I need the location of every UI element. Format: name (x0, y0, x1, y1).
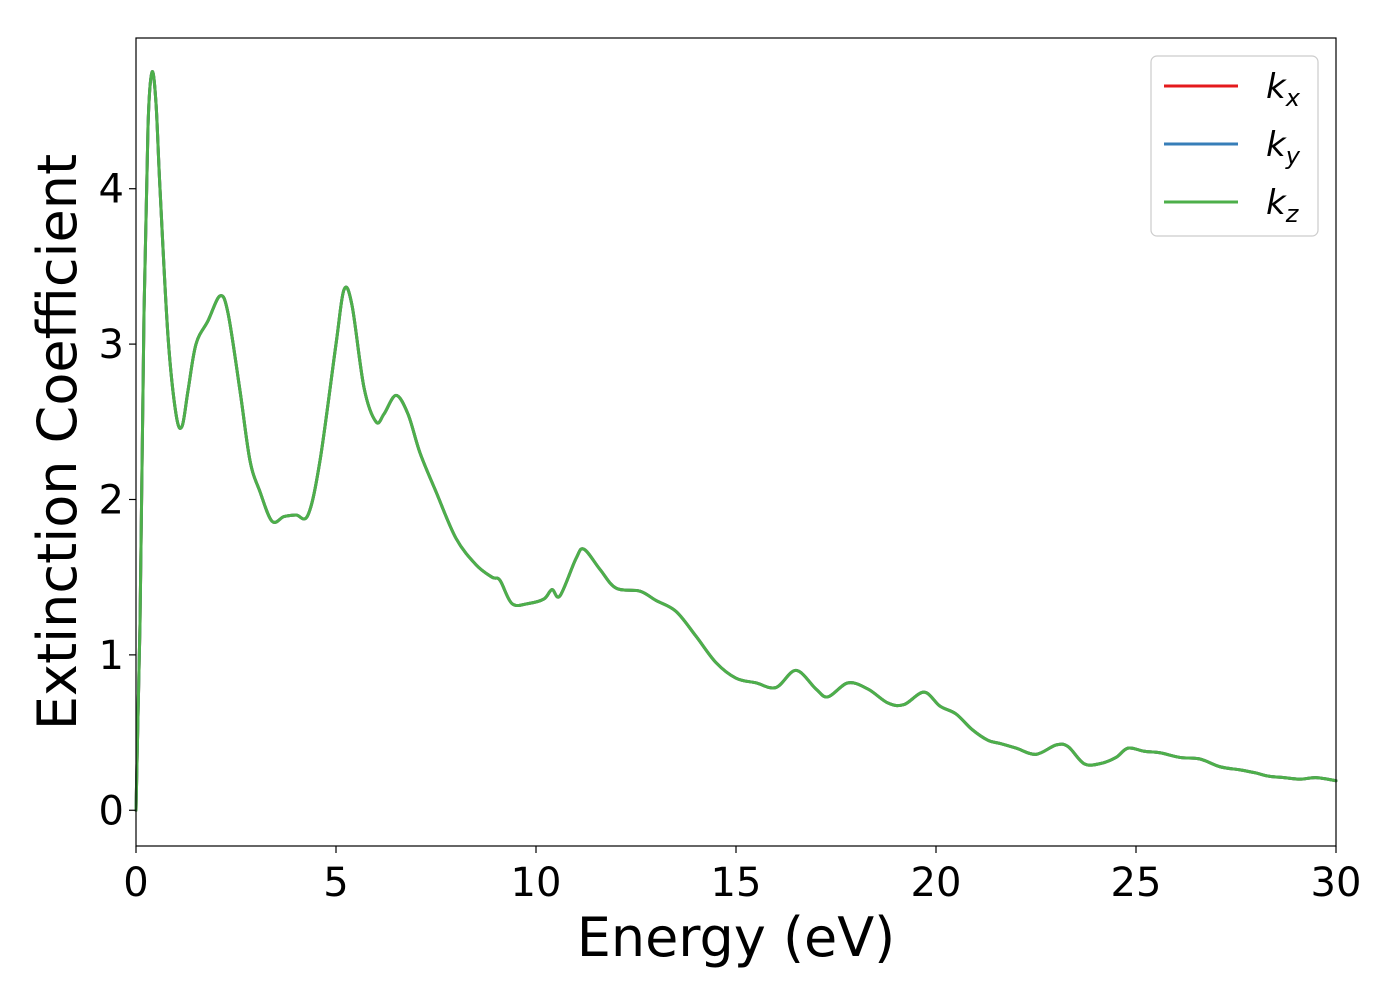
series-line-k-z (134, 70, 1338, 812)
x-axis: 0 5 10 15 20 25 30 (123, 846, 1361, 906)
legend-label-subscript: z (1285, 200, 1300, 228)
y-axis: 0 1 2 3 4 (99, 167, 136, 834)
y-tick-label: 2 (99, 477, 124, 523)
legend-label-subscript: x (1285, 84, 1301, 112)
x-tick-label: 30 (1311, 860, 1362, 906)
x-tick-label: 5 (323, 860, 348, 906)
legend-label: kx (1266, 67, 1301, 112)
x-tick-label: 15 (711, 860, 762, 906)
legend-label-base: k (1266, 125, 1287, 165)
x-axis-title: Energy (eV) (577, 906, 896, 969)
x-tick-label: 0 (123, 860, 148, 906)
y-tick-label: 4 (99, 167, 124, 213)
legend-label-base: k (1266, 183, 1287, 223)
legend-label: ky (1266, 125, 1301, 170)
legend-box (1150, 55, 1319, 237)
plot-area (134, 70, 1338, 812)
legend-label: kz (1266, 183, 1300, 228)
legend-label-base: k (1266, 67, 1287, 107)
x-tick-label: 10 (511, 860, 562, 906)
y-tick-label: 1 (99, 633, 124, 679)
y-tick-label: 0 (99, 788, 124, 834)
x-tick-label: 20 (911, 860, 962, 906)
legend-label-subscript: y (1285, 142, 1301, 170)
y-axis-title: Extinction Coefficient (26, 154, 89, 730)
x-tick-label: 25 (1111, 860, 1162, 906)
y-tick-label: 3 (99, 322, 124, 368)
